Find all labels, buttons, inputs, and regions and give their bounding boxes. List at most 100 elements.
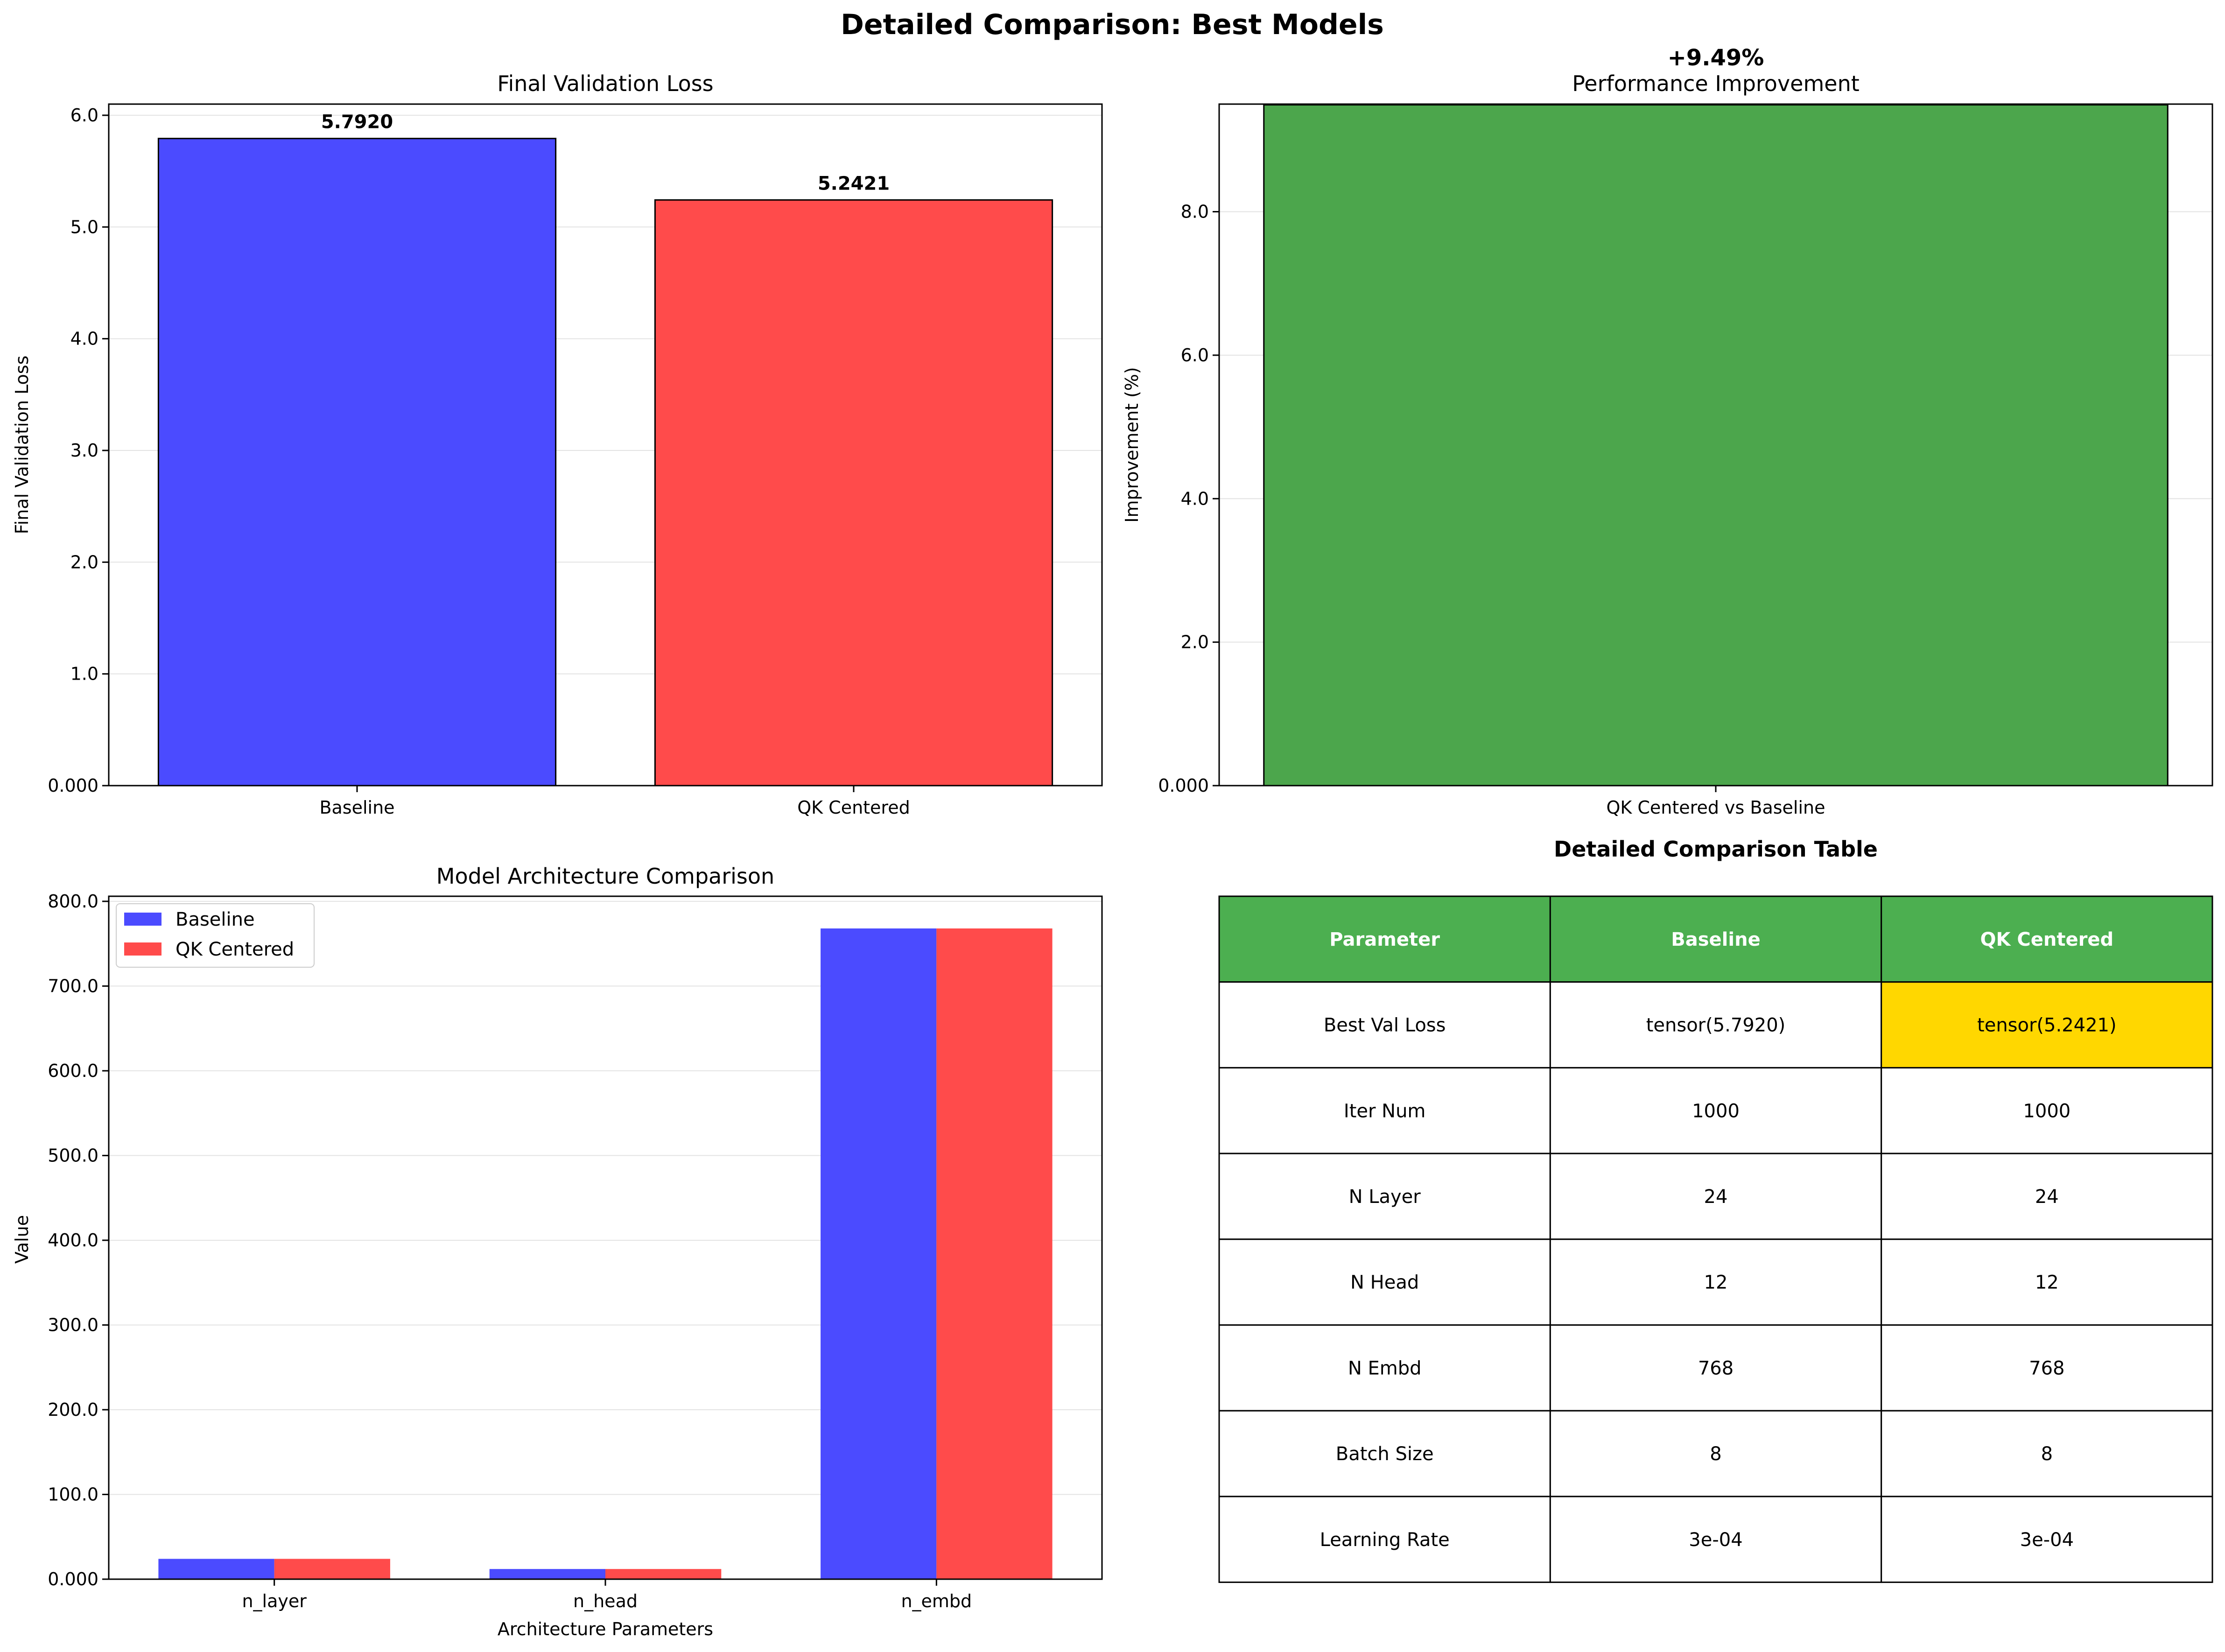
bar-qk-centered-n_layer [274, 1559, 390, 1579]
panel2-ytick-label: 8.0 [1181, 202, 1209, 222]
table-cell [1549, 981, 1882, 1069]
panel3-ytick-label: 600.0 [48, 1061, 98, 1081]
bar-qk-centered-n_head [605, 1569, 722, 1579]
table-cell [1549, 1067, 1882, 1154]
panel3-bars [158, 928, 1053, 1579]
table-cell-text: 8 [1710, 1443, 1721, 1465]
legend-frame [116, 903, 315, 968]
table-cell-text: 8 [2041, 1443, 2053, 1465]
legend-swatch-qk-centered [124, 942, 161, 956]
panel1-axes-frame [108, 103, 1103, 787]
bar-improvement [1263, 104, 2169, 787]
table-header-text: Baseline [1671, 929, 1760, 950]
table-cell-text: 1000 [1692, 1100, 1740, 1122]
table-cell-text: 24 [2035, 1186, 2059, 1208]
panel2-annotation: +9.49% [1668, 45, 1764, 71]
table-cell [1218, 981, 1551, 1069]
table-cell-text: Learning Rate [1320, 1529, 1450, 1551]
panel3-ylabel: Value [12, 1215, 32, 1264]
bar-baseline [157, 138, 557, 787]
panel1-ytick-label: 1.0 [70, 664, 98, 684]
panel-comparison-table: Detailed Comparison Table Parameter Basel… [1218, 837, 2213, 1583]
panel1-ylabel: Final Validation Loss [12, 356, 32, 534]
legend-label-qk-centered: QK Centered [175, 939, 294, 960]
table-cell [1881, 1496, 2213, 1583]
table-cell-text: 12 [1704, 1272, 1728, 1293]
panel3-ytick-label: 300.0 [48, 1315, 98, 1335]
table-cell [1549, 1410, 1882, 1497]
table-cell [1881, 1238, 2213, 1326]
panel2-xtick-label: QK Centered vs Baseline [1606, 797, 1825, 818]
panel-performance-improvement: +9.49% Performance Improvement Improveme… [1122, 45, 2213, 818]
table-header-text: Parameter [1329, 929, 1440, 950]
panel1-ytick-label: 6.0 [70, 105, 98, 126]
table-cell-text: N Layer [1349, 1186, 1421, 1208]
panel1-ytick-label: 2.0 [70, 552, 98, 572]
table-cell-text: 24 [1704, 1186, 1728, 1208]
legend-label-baseline: Baseline [175, 909, 255, 930]
panel2-title: Performance Improvement [1572, 71, 1860, 96]
table-cell [1549, 1238, 1882, 1326]
panel-architecture-comparison: Model Architecture Comparison Value Arch… [12, 864, 1103, 1639]
table-cell [1218, 1238, 1551, 1326]
table-cell [1881, 1067, 2213, 1154]
table-cell [1881, 981, 2213, 1069]
table-cell [1881, 1324, 2213, 1412]
panel3-axes-frame [108, 895, 1103, 1580]
table-cell [1549, 1324, 1882, 1412]
table-cell-text: 3e-04 [2020, 1529, 2074, 1551]
panel3-ytick-label: 0.000 [48, 1569, 98, 1589]
table-cell-text: 768 [1698, 1357, 1734, 1379]
panel1-xtick-label: Baseline [319, 797, 394, 818]
table-cell [1218, 1153, 1551, 1240]
panel1-xtick-label: QK Centered [797, 797, 910, 818]
panel3-xtick-label: n_embd [901, 1591, 972, 1611]
table-cell-text: Iter Num [1344, 1100, 1426, 1122]
table-cell-text: tensor(5.7920) [1646, 1015, 1786, 1036]
table-cell-text: tensor(5.2421) [1977, 1015, 2117, 1036]
panel3-ytick-label: 500.0 [48, 1145, 98, 1166]
panel3-xtick-label: n_head [573, 1591, 638, 1611]
table-cell [1881, 1410, 2213, 1497]
table-cell [1218, 1410, 1551, 1497]
table-cell-text: 3e-04 [1689, 1529, 1742, 1551]
table-cell [1218, 1067, 1551, 1154]
panel2-ytick-label: 4.0 [1181, 488, 1209, 509]
panel3-xtick-label: n_layer [242, 1591, 307, 1611]
panel2-ytick-label: 2.0 [1181, 632, 1209, 653]
panel3-ytick-label: 800.0 [48, 891, 98, 912]
panel3-ytick-label: 100.0 [48, 1484, 98, 1504]
panel2-ytick-label: 6.0 [1181, 345, 1209, 366]
panel3-ytick-label: 200.0 [48, 1399, 98, 1420]
table-header-cell [1549, 895, 1882, 983]
table-cell [1549, 1496, 1882, 1583]
table-cell-text: Batch Size [1336, 1443, 1434, 1465]
table-cell [1549, 1153, 1882, 1240]
panel1-ytick-label: 3.0 [70, 440, 98, 461]
panel2-ytick-label: 0.000 [1158, 775, 1209, 796]
bar-qk-centered [654, 199, 1053, 787]
bar-baseline-n_layer [158, 1559, 274, 1579]
panel3-legend: Baseline QK Centered [116, 903, 315, 968]
panel3-ticks: 0.000 100.0 200.0 300.0 400.0 500.0 600.0 700.0… [48, 891, 972, 1611]
panel1-ticks: 0.000 1.0 2.0 3.0 4.0 5.0 6.0 Baseline QK Center… [48, 105, 910, 818]
table-cell-text: N Embd [1348, 1357, 1422, 1379]
panel1-ytick-label: 0.000 [48, 775, 98, 796]
panel1-ytick-label: 4.0 [70, 329, 98, 349]
panel-final-validation-loss: Final Validation Loss Final Validation L… [12, 71, 1103, 818]
panel3-title: Model Architecture Comparison [436, 864, 774, 889]
table-header-cell [1218, 895, 1551, 983]
comparison-table: Parameter Baseline QK Centered Best Val Los… [1218, 895, 2213, 1583]
bar-baseline-n_embd [821, 928, 937, 1579]
table-cell-text: Best Val Loss [1324, 1015, 1446, 1036]
panel1-title: Final Validation Loss [497, 71, 713, 96]
panel3-xlabel: Architecture Parameters [498, 1619, 713, 1639]
figure-title: Detailed Comparison: Best Models [841, 8, 1384, 41]
panel3-ytick-label: 400.0 [48, 1230, 98, 1251]
panel2-axes-frame [1218, 103, 2213, 787]
table-header-cell [1881, 895, 2213, 983]
table-cell [1218, 1324, 1551, 1412]
data-label-baseline: 5.7920 [321, 112, 393, 133]
panel1-bars: 5.7920 5.2421 [157, 112, 1053, 787]
